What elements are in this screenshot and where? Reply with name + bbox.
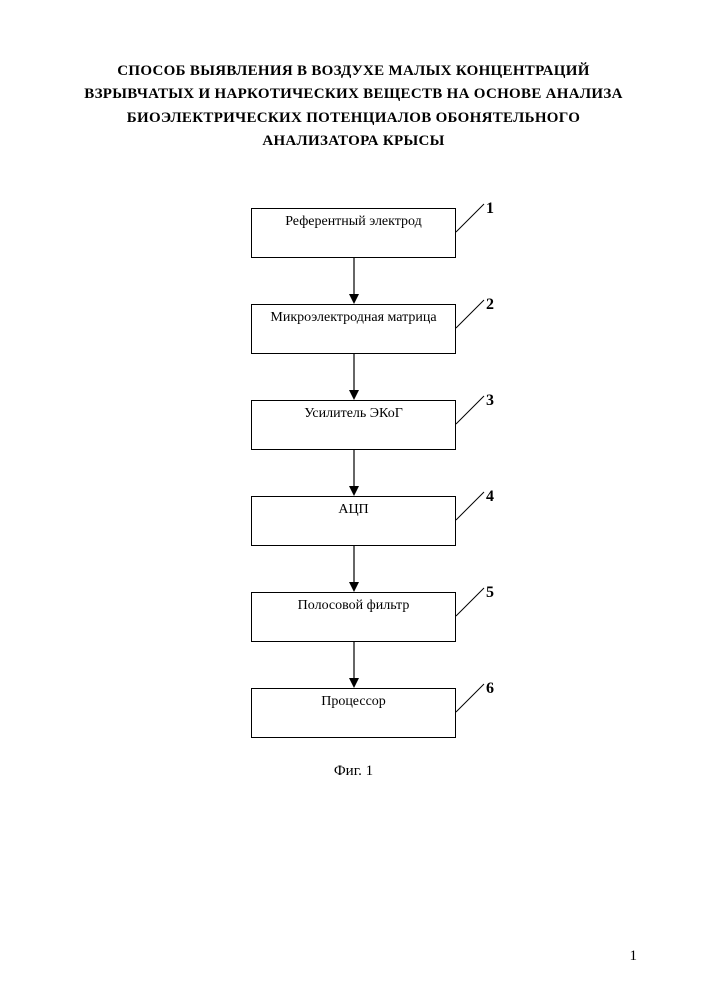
title-line: ВЗРЫВЧАТЫХ И НАРКОТИЧЕСКИХ ВЕЩЕСТВ НА ОС… <box>70 83 637 106</box>
flow-node: Полосовой фильтр <box>251 592 456 642</box>
flow-node-label: 4 <box>486 488 494 506</box>
flow-node-text: Референтный электрод <box>285 214 422 230</box>
title-line: БИОЭЛЕКТРИЧЕСКИХ ПОТЕНЦИАЛОВ ОБОНЯТЕЛЬНО… <box>70 107 637 130</box>
flow-node-text: Микроэлектродная матрица <box>270 310 436 326</box>
leader-line <box>454 682 486 683</box>
leader-line <box>454 202 486 203</box>
leader-line <box>454 586 486 587</box>
flow-node-label: 1 <box>486 200 494 218</box>
page-number: 1 <box>630 948 638 965</box>
flow-node-row: Микроэлектродная матрица 2 <box>70 304 637 354</box>
flow-node-text: Усилитель ЭКоГ <box>304 406 403 422</box>
flow-node-label: 3 <box>486 392 494 410</box>
flow-node-text: АЦП <box>338 502 368 518</box>
flow-arrow <box>70 546 637 592</box>
flow-arrow <box>70 258 637 304</box>
flow-node: Усилитель ЭКоГ <box>251 400 456 450</box>
page: СПОСОБ ВЫЯВЛЕНИЯ В ВОЗДУХЕ МАЛЫХ КОНЦЕНТ… <box>0 0 707 1000</box>
flow-arrow <box>70 450 637 496</box>
flow-node: АЦП <box>251 496 456 546</box>
flow-node: Процессор <box>251 688 456 738</box>
flow-node-label: 2 <box>486 296 494 314</box>
flow-node-text: Процессор <box>321 694 386 710</box>
flow-node: Референтный электрод <box>251 208 456 258</box>
flow-node-row: Процессор 6 <box>70 688 637 738</box>
leader-line <box>454 490 486 491</box>
flow-arrow <box>70 642 637 688</box>
flow-node-row: Референтный электрод 1 <box>70 208 637 258</box>
flow-node-row: АЦП 4 <box>70 496 637 546</box>
flow-node-label: 5 <box>486 584 494 602</box>
flowchart: Референтный электрод 1 Микроэлектродная … <box>70 208 637 738</box>
flow-node-text: Полосовой фильтр <box>298 598 410 614</box>
leader-line <box>454 298 486 299</box>
title-line: СПОСОБ ВЫЯВЛЕНИЯ В ВОЗДУХЕ МАЛЫХ КОНЦЕНТ… <box>70 60 637 83</box>
flow-node-row: Полосовой фильтр 5 <box>70 592 637 642</box>
figure-caption: Фиг. 1 <box>70 763 637 780</box>
flow-node-row: Усилитель ЭКоГ 3 <box>70 400 637 450</box>
flow-node: Микроэлектродная матрица <box>251 304 456 354</box>
leader-line <box>454 394 486 395</box>
title-line: АНАЛИЗАТОРА КРЫСЫ <box>70 130 637 153</box>
flow-arrow <box>70 354 637 400</box>
flow-node-label: 6 <box>486 680 494 698</box>
document-title: СПОСОБ ВЫЯВЛЕНИЯ В ВОЗДУХЕ МАЛЫХ КОНЦЕНТ… <box>70 60 637 153</box>
